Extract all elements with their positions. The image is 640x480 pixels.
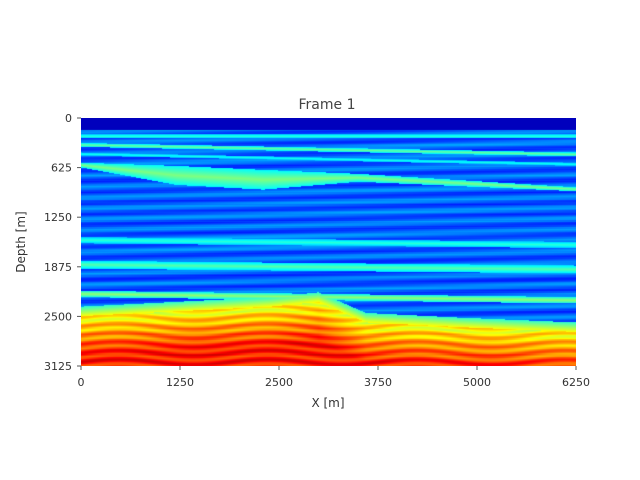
y-tick-label: 1875: [44, 261, 72, 274]
x-axis-label: X [m]: [311, 396, 344, 410]
y-tick-label: 0: [65, 112, 72, 125]
plot-area: [81, 118, 576, 366]
y-tick-label: 2500: [44, 310, 72, 323]
y-axis-ticks: 0 625 1250 1875 2500 3125: [44, 112, 81, 373]
chart-title: Frame 1: [299, 97, 356, 113]
x-axis-ticks: 0 1250 2500 3750 5000 6250: [78, 366, 590, 389]
x-tick-label: 5000: [463, 376, 491, 389]
x-tick-label: 3750: [364, 376, 392, 389]
x-tick-label: 0: [78, 376, 85, 389]
y-tick-label: 3125: [44, 360, 72, 373]
seismic-heatmap-image: [81, 118, 576, 366]
y-tick-label: 1250: [44, 211, 72, 224]
x-tick-label: 2500: [265, 376, 293, 389]
x-tick-label: 6250: [562, 376, 590, 389]
x-tick-label: 1250: [166, 376, 194, 389]
y-axis-label: Depth [m]: [14, 211, 28, 272]
y-tick-label: 625: [51, 162, 72, 175]
